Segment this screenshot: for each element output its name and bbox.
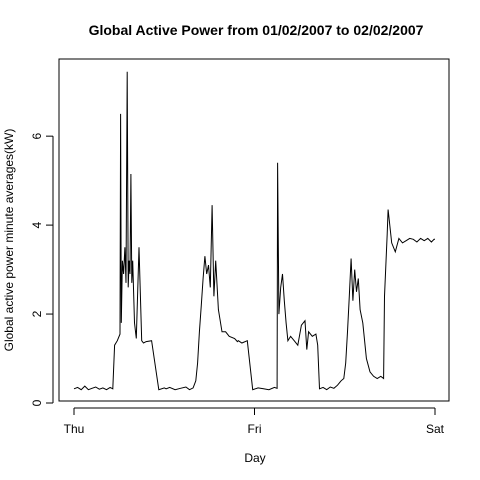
x-tick-label: Fri [248, 422, 262, 436]
y-tick-label: 6 [30, 133, 44, 140]
series-line [73, 71, 435, 391]
y-axis: 0 2 4 6 [30, 133, 54, 406]
x-tick-label: Thu [64, 422, 85, 436]
y-axis-label: Global active power minute averages(kW) [2, 129, 16, 352]
x-tick-label: Sat [426, 422, 445, 436]
y-tick-label: 0 [30, 399, 44, 406]
y-tick-label: 4 [30, 221, 44, 228]
y-tick-label: 2 [30, 310, 44, 317]
x-axis: Thu Fri Sat [64, 407, 445, 436]
plot-frame [58, 58, 450, 402]
x-axis-label: Day [244, 451, 265, 465]
chart-title: Global Active Power from 01/02/2007 to 0… [89, 22, 424, 38]
